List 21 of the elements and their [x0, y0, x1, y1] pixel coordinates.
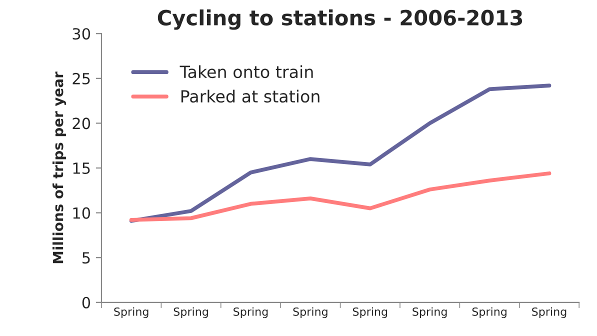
- y-tick-label: 10: [73, 207, 90, 219]
- legend-label: Parked at station: [181, 90, 320, 103]
- legend-label: Taken onto train: [180, 65, 313, 78]
- y-tick-label: 5: [82, 252, 90, 264]
- x-tick-label: Spring: [114, 307, 148, 318]
- line-series: [129, 171, 552, 222]
- y-tick-label: 20: [72, 118, 90, 130]
- x-tick-label: Spring: [472, 307, 506, 318]
- x-tick-label: Spring: [412, 307, 447, 318]
- y-tick-label: 15: [73, 162, 90, 174]
- x-tick-label: Spring: [174, 307, 208, 318]
- x-tick-label: Spring: [293, 307, 328, 318]
- line-series: [129, 84, 552, 223]
- y-axis-title: Millions of trips per year: [52, 72, 66, 264]
- chart-title: Cycling to stations - 2006-2013: [158, 9, 522, 30]
- x-tick-label: Spring: [234, 307, 268, 318]
- y-tick-label: 30: [72, 28, 90, 40]
- y-tick-label: 0: [82, 296, 90, 308]
- x-tick-label: Spring: [532, 307, 566, 318]
- x-tick-label: Spring: [352, 307, 388, 318]
- y-tick-label: 25: [72, 72, 90, 84]
